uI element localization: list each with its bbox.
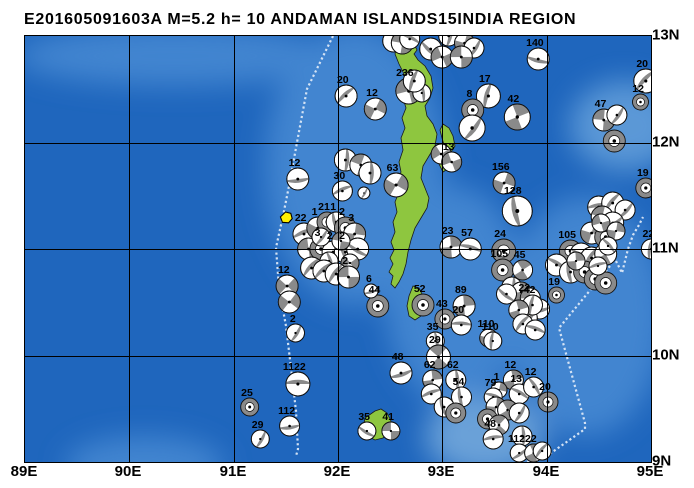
svg-text:35: 35 bbox=[358, 411, 370, 423]
svg-text:6: 6 bbox=[366, 273, 372, 285]
svg-text:22: 22 bbox=[295, 212, 307, 224]
svg-text:29: 29 bbox=[429, 334, 441, 346]
svg-text:1122: 1122 bbox=[283, 361, 306, 373]
svg-text:22: 22 bbox=[525, 433, 537, 445]
svg-text:23: 23 bbox=[442, 225, 454, 237]
svg-text:112: 112 bbox=[508, 433, 525, 445]
svg-text:25: 25 bbox=[241, 387, 253, 399]
svg-text:30: 30 bbox=[334, 170, 346, 182]
svg-text:128: 128 bbox=[504, 185, 522, 197]
svg-text:12: 12 bbox=[366, 87, 378, 99]
svg-text:20: 20 bbox=[636, 58, 648, 70]
svg-text:1: 1 bbox=[312, 206, 318, 218]
svg-text:47: 47 bbox=[595, 98, 607, 110]
svg-text:2: 2 bbox=[342, 255, 348, 267]
svg-text:45: 45 bbox=[514, 249, 526, 261]
svg-text:63: 63 bbox=[387, 162, 399, 174]
svg-text:12: 12 bbox=[289, 157, 301, 169]
svg-text:62: 62 bbox=[447, 359, 459, 371]
svg-text:89: 89 bbox=[455, 284, 467, 296]
svg-text:44: 44 bbox=[369, 284, 381, 296]
svg-text:112: 112 bbox=[278, 405, 295, 417]
svg-text:41: 41 bbox=[382, 411, 394, 423]
svg-text:156: 156 bbox=[492, 161, 510, 173]
svg-text:19: 19 bbox=[548, 276, 560, 288]
svg-text:3: 3 bbox=[315, 227, 321, 239]
svg-text:12: 12 bbox=[525, 366, 537, 378]
svg-text:12: 12 bbox=[632, 83, 644, 95]
svg-text:1: 1 bbox=[330, 201, 336, 213]
svg-text:79: 79 bbox=[485, 377, 497, 389]
svg-text:2: 2 bbox=[290, 313, 296, 325]
svg-text:12: 12 bbox=[505, 359, 517, 371]
svg-text:24: 24 bbox=[494, 228, 506, 240]
svg-text:2: 2 bbox=[327, 230, 333, 242]
svg-text:42: 42 bbox=[524, 284, 536, 296]
svg-text:54: 54 bbox=[453, 376, 465, 388]
svg-text:3: 3 bbox=[348, 212, 354, 224]
svg-text:2: 2 bbox=[339, 230, 345, 242]
svg-text:26: 26 bbox=[422, 36, 434, 39]
svg-text:236: 236 bbox=[396, 67, 414, 79]
svg-text:57: 57 bbox=[461, 227, 473, 239]
svg-text:110: 110 bbox=[482, 321, 499, 333]
svg-text:105: 105 bbox=[558, 229, 576, 241]
svg-text:13: 13 bbox=[510, 373, 522, 385]
svg-text:48: 48 bbox=[484, 418, 496, 430]
svg-text:12: 12 bbox=[278, 264, 290, 276]
svg-text:20: 20 bbox=[539, 381, 551, 393]
svg-text:35: 35 bbox=[427, 321, 439, 333]
svg-text:8: 8 bbox=[466, 88, 472, 100]
svg-text:29: 29 bbox=[252, 419, 264, 431]
svg-text:140: 140 bbox=[526, 37, 544, 49]
svg-text:42: 42 bbox=[508, 93, 520, 105]
svg-text:19: 19 bbox=[637, 167, 649, 179]
svg-text:48: 48 bbox=[392, 351, 404, 363]
svg-text:21: 21 bbox=[318, 201, 330, 213]
svg-text:22: 22 bbox=[643, 228, 651, 240]
svg-text:2: 2 bbox=[339, 206, 345, 218]
svg-text:20: 20 bbox=[452, 304, 464, 316]
svg-text:62: 62 bbox=[424, 359, 436, 371]
svg-text:52: 52 bbox=[414, 283, 426, 295]
svg-text:17: 17 bbox=[479, 73, 491, 85]
